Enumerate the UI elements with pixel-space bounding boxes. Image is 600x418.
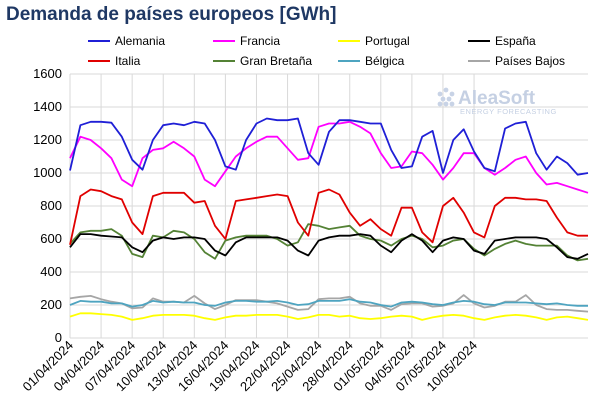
y-tick-label: 1000 (33, 165, 62, 180)
legend-label-gran-bretana: Gran Bretaña (240, 54, 312, 68)
y-tick-label: 800 (40, 198, 62, 213)
series-line-italia (69, 188, 588, 245)
series-line-belgica (69, 298, 588, 308)
chart-title: Demanda de países europeos [GWh] (6, 4, 337, 25)
legend-label-alemania: Alemania (115, 34, 165, 48)
watermark-dot (443, 101, 449, 107)
legend-label-belgica: Bélgica (365, 54, 405, 68)
watermark-tagline: ENERGY FORECASTING (460, 107, 557, 116)
watermark-dot (449, 101, 455, 107)
y-tick-label: 1200 (33, 132, 62, 147)
series-line-francia (69, 120, 589, 194)
y-tick-label: 0 (55, 330, 62, 345)
legend-label-paises-bajos: Países Bajos (495, 54, 565, 68)
axis-layer: 0200400600800100012001400160001/04/20240… (19, 66, 480, 394)
series-line-portugal (69, 312, 589, 321)
legend-label-espana: España (495, 34, 536, 48)
series-layer (69, 117, 589, 321)
watermark-dot (440, 96, 446, 102)
series-line-espana (69, 233, 589, 260)
y-tick-label: 1600 (33, 66, 62, 81)
legend: Alemania Francia Portugal España Italia Gran … (88, 34, 565, 68)
y-tick-label: 1400 (33, 99, 62, 114)
watermark-dot (446, 96, 452, 102)
y-tick-label: 400 (40, 264, 62, 279)
watermark-dot (443, 87, 449, 93)
legend-label-francia: Francia (240, 34, 280, 48)
watermark-dot (437, 91, 443, 97)
watermark-dot (437, 101, 443, 107)
y-tick-label: 600 (40, 231, 62, 246)
watermark-name: AleaSoft (458, 88, 536, 109)
y-tick-label: 200 (40, 297, 62, 312)
legend-label-portugal: Portugal (365, 34, 410, 48)
watermark-dot (449, 91, 455, 97)
legend-label-italia: Italia (115, 54, 141, 68)
series-line-alemania (69, 117, 589, 176)
series-line-gran-bretana (69, 223, 589, 262)
grid-layer (69, 73, 588, 339)
